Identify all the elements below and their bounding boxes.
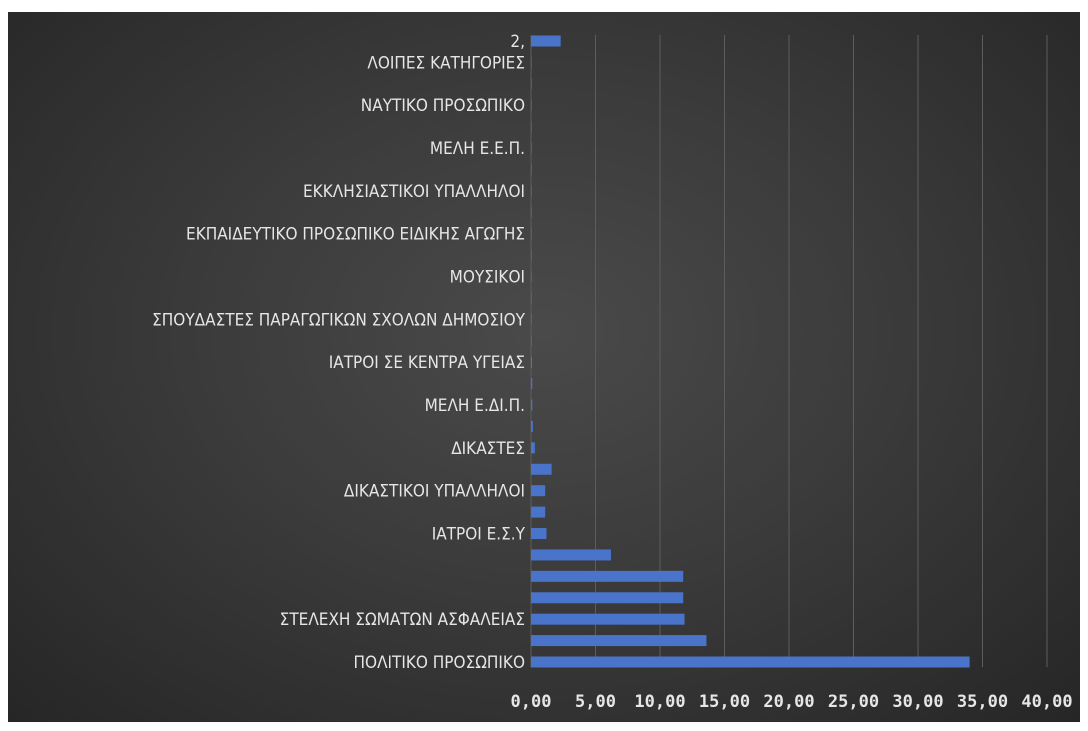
- bar-chart: ΠΟΛΙΤΙΚΟ ΠΡΟΣΩΠΙΚΟ ΣΤΕΛΕΧΗ ΣΩΜΑΤΩΝ ΑΣΦΑΛΕ…: [152, 32, 1073, 712]
- category-label: ΜΟΥΣΙΚΟΙ: [450, 268, 525, 288]
- bar: [531, 378, 533, 390]
- x-tick-label: 0,00: [511, 692, 552, 712]
- bar: [531, 463, 552, 475]
- x-tick-label: 25,00: [828, 692, 879, 712]
- category-label: 2,: [510, 32, 525, 52]
- bar: [531, 356, 533, 368]
- x-tick-label: 15,00: [699, 692, 750, 712]
- bar: [531, 292, 532, 304]
- category-label: ΕΚΠΑΙΔΕΥΤΙΚΟ ΠΡΟΣΩΠΙΚΟ ΕΙΔΙΚΗΣ ΑΓΩΓΗΣ: [186, 225, 525, 245]
- category-label: ΙΑΤΡΟΙ ΣΕ ΚΕΝΤΡΑ ΥΓΕΙΑΣ: [329, 353, 525, 373]
- category-label: ΕΚΚΛΗΣΙΑΣΤΙΚΟΙ ΥΠΑΛΛΗΛΟΙ: [303, 182, 525, 202]
- bar: [531, 485, 546, 497]
- category-label: ΣΠΟΥΔΑΣΤΕΣ ΠΑΡΑΓΩΓΙΚΩΝ ΣΧΟΛΩΝ ΔΗΜΟΣΙΟΥ: [152, 310, 526, 330]
- bar: [531, 99, 532, 111]
- bar-layer: [531, 35, 970, 668]
- x-tick-label: 40,00: [1021, 692, 1072, 712]
- bar: [531, 313, 532, 325]
- category-label: ΛΟΙΠΕΣ ΚΑΤΗΓΟΡΙΕΣ: [367, 53, 525, 73]
- bar: [531, 56, 532, 68]
- category-label: ΣΤΕΛΕΧΗ ΣΩΜΑΤΩΝ ΑΣΦΑΛΕΙΑΣ: [280, 610, 525, 630]
- bar: [531, 592, 684, 604]
- x-tick-label: 5,00: [575, 692, 616, 712]
- bar: [531, 656, 970, 668]
- bar: [531, 442, 535, 454]
- category-label: ΝΑΥΤΙΚΟ ΠΡΟΣΩΠΙΚΟ: [361, 96, 525, 116]
- bar: [531, 549, 611, 561]
- category-label: ΙΑΤΡΟΙ Ε.Σ.Υ: [432, 525, 526, 545]
- category-label: ΠΟΛΙΤΙΚΟ ΠΡΟΣΩΠΙΚΟ: [354, 653, 525, 673]
- bar: [531, 271, 532, 283]
- bar: [531, 228, 532, 240]
- category-label: ΜΕΛΗ Ε.ΔΙ.Π.: [425, 396, 525, 416]
- bar: [531, 528, 547, 540]
- bar: [531, 142, 532, 154]
- category-label-layer: ΠΟΛΙΤΙΚΟ ΠΡΟΣΩΠΙΚΟ ΣΤΕΛΕΧΗ ΣΩΜΑΤΩΝ ΑΣΦΑΛΕ…: [152, 32, 526, 673]
- bar: [531, 613, 685, 625]
- chart-frame: ΠΟΛΙΤΙΚΟ ΠΡΟΣΩΠΙΚΟ ΣΤΕΛΕΧΗ ΣΩΜΑΤΩΝ ΑΣΦΑΛΕ…: [8, 12, 1080, 722]
- x-tick-label: 30,00: [892, 692, 943, 712]
- bar: [531, 163, 532, 175]
- bar: [531, 335, 532, 347]
- x-tick-label: 20,00: [763, 692, 814, 712]
- bar: [531, 35, 561, 47]
- x-tick-label: 10,00: [634, 692, 685, 712]
- bar: [531, 635, 707, 647]
- bar: [531, 185, 532, 197]
- grid-layer: [530, 35, 1048, 667]
- bar: [531, 249, 532, 261]
- bar: [531, 399, 533, 411]
- bar: [531, 420, 533, 432]
- category-label: ΜΕΛΗ Ε.Ε.Π.: [430, 139, 525, 159]
- bar: [531, 78, 532, 90]
- bar: [531, 121, 532, 133]
- x-tick-label-layer: 0,00 5,00 10,00 15,00 20,00 25,00 30,00 35,00 40…: [511, 692, 1073, 712]
- bar: [531, 570, 684, 582]
- bar: [531, 506, 546, 518]
- category-label: ΔΙΚΑΣΤΕΣ: [451, 439, 525, 459]
- category-label: ΔΙΚΑΣΤΙΚΟΙ ΥΠΑΛΛΗΛΟΙ: [344, 482, 525, 502]
- bar: [531, 206, 532, 218]
- x-tick-label: 35,00: [957, 692, 1008, 712]
